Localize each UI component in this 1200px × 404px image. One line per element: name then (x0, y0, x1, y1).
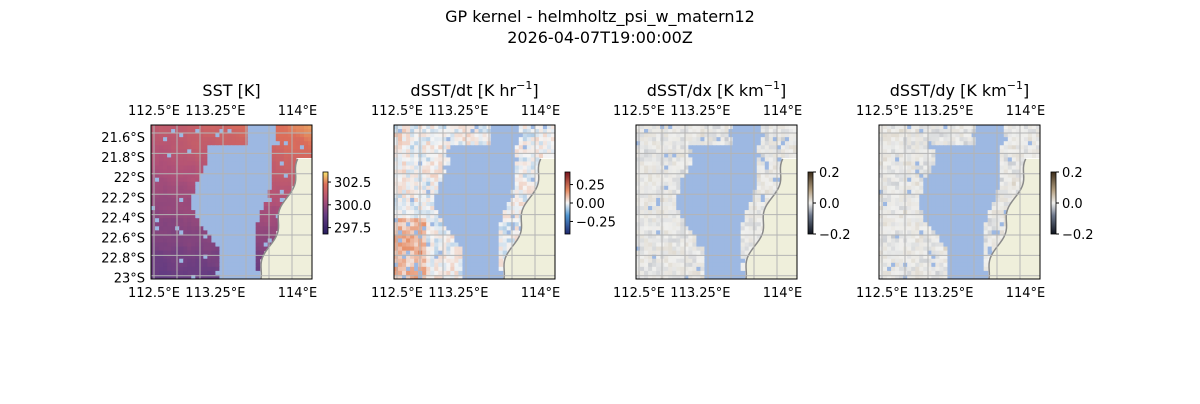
map-field (151, 125, 315, 280)
y-tick-label: 23°S (114, 272, 145, 287)
x-tick-label-top: 112.5°E (128, 104, 180, 119)
colorbar-tick-label: −0.2 (819, 228, 851, 243)
x-tick-label-bottom: 114°E (278, 286, 318, 301)
x-tick-label-top: 113.25°E (670, 104, 730, 119)
y-tick-label: 22.6°S (101, 232, 145, 247)
x-tick-label-top: 114°E (1006, 104, 1046, 119)
panel-title: SST [K] (202, 81, 260, 100)
y-tick-label: 22°S (114, 171, 145, 186)
panels: SST [K] 112.5°E 112.5°E 113.25°E 113.25°E 114… (101, 79, 1093, 301)
colorbar-tick-label: 0.2 (819, 166, 840, 181)
colorbar-tick-label: −0.25 (576, 215, 616, 230)
x-tick-label-top: 112.5°E (856, 104, 908, 119)
map-field (636, 125, 800, 280)
figure-title: GP kernel - helmholtz_psi_w_matern12 (445, 7, 755, 27)
panel-1: SST [K] 112.5°E 112.5°E 113.25°E 113.25°E 114… (101, 81, 371, 301)
colorbar-tick-label: 300.0 (334, 199, 371, 214)
y-tick-label: 22.2°S (101, 191, 145, 206)
panel-4: dSST/dy [K km−1] 112.5°E 112.5°E 113.25°E 11… (856, 79, 1094, 301)
colorbar-tick-label: 0.25 (576, 179, 605, 194)
x-tick-label-bottom: 113.25°E (913, 286, 973, 301)
y-tick-label: 21.8°S (101, 151, 145, 166)
colorbar-tick-label: 0.0 (1062, 197, 1083, 212)
x-tick-label-top: 113.25°E (185, 104, 245, 119)
colorbar (565, 172, 570, 234)
x-tick-label-bottom: 112.5°E (128, 286, 180, 301)
colorbar-tick-label: 0.00 (576, 197, 605, 212)
y-tick-label: 22.4°S (101, 211, 145, 226)
x-tick-label-top: 112.5°E (613, 104, 665, 119)
x-tick-label-bottom: 114°E (763, 286, 803, 301)
colorbar (323, 172, 328, 234)
panel-2: dSST/dt [K hr−1] 112.5°E 112.5°E 113.25°E 11… (371, 79, 616, 301)
colorbar-tick-label: 302.5 (334, 176, 371, 191)
colorbar (808, 172, 813, 234)
x-tick-label-top: 114°E (521, 104, 561, 119)
x-tick-label-bottom: 113.25°E (670, 286, 730, 301)
x-tick-label-top: 113.25°E (913, 104, 973, 119)
x-tick-label-top: 114°E (278, 104, 318, 119)
x-tick-label-top: 113.25°E (428, 104, 488, 119)
x-tick-label-bottom: 112.5°E (613, 286, 665, 301)
x-tick-label-bottom: 114°E (521, 286, 561, 301)
x-tick-label-bottom: 114°E (1006, 286, 1046, 301)
map-field (394, 125, 558, 280)
colorbar-tick-label: 0.2 (1062, 166, 1083, 181)
panel-title: dSST/dy [K km−1] (890, 79, 1029, 100)
colorbar-tick-label: −0.2 (1062, 228, 1094, 243)
x-tick-label-bottom: 113.25°E (428, 286, 488, 301)
x-tick-label-bottom: 113.25°E (185, 286, 245, 301)
figure-subtitle: 2026-04-07T19:00:00Z (507, 28, 693, 47)
x-tick-label-top: 114°E (763, 104, 803, 119)
colorbar-tick-label: 0.0 (819, 197, 840, 212)
panel-3: dSST/dx [K km−1] 112.5°E 112.5°E 113.25°E 11… (613, 79, 851, 301)
x-tick-label-bottom: 112.5°E (856, 286, 908, 301)
x-tick-label-top: 112.5°E (371, 104, 423, 119)
x-tick-label-bottom: 112.5°E (371, 286, 423, 301)
y-tick-label: 21.6°S (101, 131, 145, 146)
colorbar (1051, 172, 1056, 234)
colorbar-tick-label: 297.5 (334, 222, 371, 237)
map-field (879, 125, 1043, 280)
y-tick-label: 22.8°S (101, 252, 145, 267)
panel-title: dSST/dx [K km−1] (647, 79, 786, 100)
panel-title: dSST/dt [K hr−1] (410, 79, 538, 100)
